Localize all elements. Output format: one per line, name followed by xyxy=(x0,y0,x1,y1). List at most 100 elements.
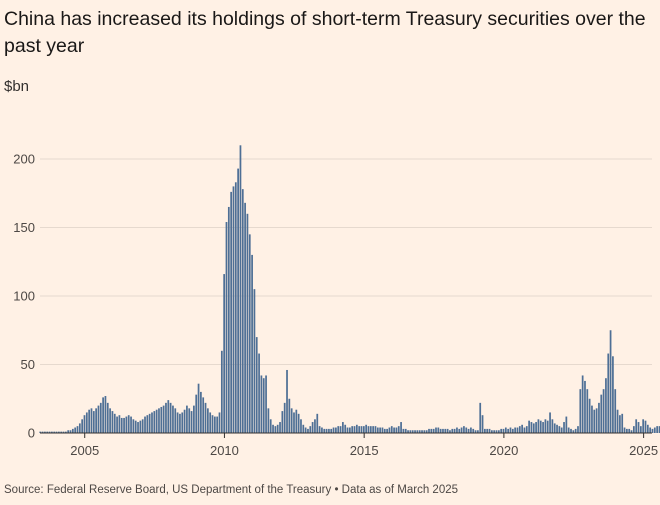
bar xyxy=(451,428,454,433)
bar xyxy=(332,427,335,433)
bar xyxy=(307,428,309,433)
bar xyxy=(539,420,542,433)
bar xyxy=(616,409,619,433)
bar xyxy=(612,356,614,433)
bar xyxy=(537,419,540,433)
bar xyxy=(158,408,160,433)
bar xyxy=(190,411,193,433)
bar xyxy=(504,427,507,433)
bar xyxy=(381,427,384,433)
bar xyxy=(276,424,279,433)
bar xyxy=(260,375,263,433)
bar xyxy=(556,424,558,433)
bar xyxy=(646,424,649,433)
bar xyxy=(442,428,444,433)
bar xyxy=(635,419,638,433)
bar xyxy=(376,427,379,433)
bar xyxy=(565,416,568,433)
bar xyxy=(179,413,181,433)
bar xyxy=(195,394,198,433)
bar xyxy=(467,428,470,433)
bar xyxy=(484,428,486,433)
bar xyxy=(304,427,307,433)
bar xyxy=(465,427,468,433)
bar xyxy=(109,408,111,433)
bar xyxy=(220,350,223,433)
bar xyxy=(421,430,423,433)
bar xyxy=(607,353,610,433)
bar xyxy=(111,411,114,433)
bar xyxy=(283,402,286,433)
bar xyxy=(237,168,239,433)
bar xyxy=(265,375,267,433)
bar xyxy=(486,428,489,433)
bar xyxy=(223,274,226,433)
bar xyxy=(262,378,265,433)
bar xyxy=(151,412,153,433)
y-tick-label: 0 xyxy=(28,426,35,441)
bar xyxy=(127,415,130,433)
bar xyxy=(197,383,200,433)
bar xyxy=(297,413,300,433)
bar xyxy=(293,412,295,433)
bar xyxy=(165,402,167,433)
bar xyxy=(430,428,433,433)
bar xyxy=(232,186,235,433)
bar xyxy=(623,427,626,433)
bar xyxy=(132,419,135,433)
bar xyxy=(344,424,347,433)
bar xyxy=(46,431,49,433)
bar xyxy=(225,222,228,433)
bar xyxy=(386,428,388,433)
bar xyxy=(251,254,253,433)
bar xyxy=(372,426,375,433)
x-tick-label: 2020 xyxy=(489,443,518,458)
bar xyxy=(581,375,584,433)
bar xyxy=(491,430,493,433)
bar xyxy=(544,419,547,433)
bar xyxy=(584,380,586,433)
bar xyxy=(155,409,158,433)
bar xyxy=(656,426,658,433)
bar xyxy=(642,419,645,433)
bar xyxy=(418,430,421,433)
bar xyxy=(300,419,302,433)
bar xyxy=(76,426,79,433)
bar xyxy=(353,426,356,433)
bar xyxy=(653,427,656,433)
bar xyxy=(125,416,128,433)
bar xyxy=(279,422,281,433)
bar xyxy=(437,427,440,433)
bar xyxy=(204,402,207,433)
bar xyxy=(44,431,46,433)
bar xyxy=(246,213,249,433)
bar xyxy=(530,422,533,433)
bar xyxy=(374,426,377,433)
bar xyxy=(146,415,149,433)
bar xyxy=(479,402,482,433)
bar xyxy=(358,426,361,433)
bar xyxy=(598,402,600,433)
bar xyxy=(632,426,635,433)
bar xyxy=(120,417,123,433)
bar xyxy=(216,416,219,433)
bar xyxy=(309,426,312,433)
bar xyxy=(355,424,358,433)
bar xyxy=(591,405,593,433)
bar xyxy=(211,415,214,433)
bar xyxy=(379,427,381,433)
bar-series xyxy=(39,145,660,434)
bar xyxy=(209,412,212,433)
bar xyxy=(535,422,537,433)
bar xyxy=(335,427,337,433)
y-axis-unit-label: $bn xyxy=(4,78,30,95)
bar xyxy=(528,420,530,433)
bar xyxy=(507,428,510,433)
bar xyxy=(130,416,132,433)
bar xyxy=(241,189,244,433)
bar xyxy=(193,405,195,433)
bar xyxy=(90,408,93,433)
bar xyxy=(414,430,416,433)
bar xyxy=(97,405,100,433)
bar xyxy=(85,412,88,433)
